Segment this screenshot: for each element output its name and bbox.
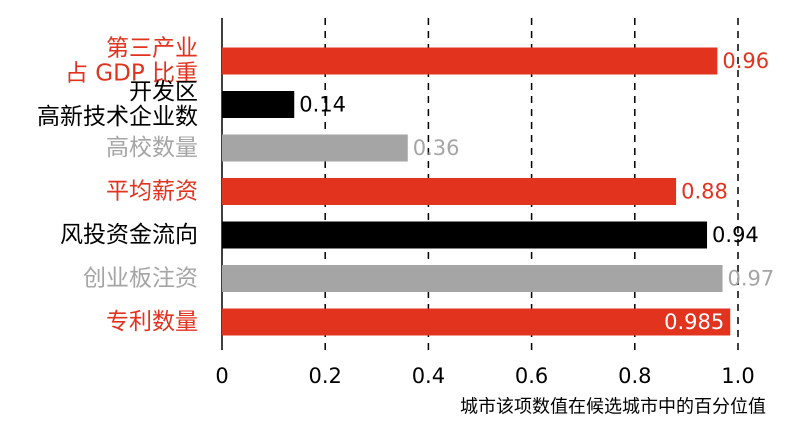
category-label: 占 GDP 比重 bbox=[65, 61, 198, 87]
category-label: 第三产业 bbox=[106, 36, 198, 62]
value-label: 0.96 bbox=[722, 49, 769, 73]
value-label: 0.94 bbox=[712, 223, 759, 247]
category-label: 高新技术企业数 bbox=[37, 104, 198, 130]
category-label: 创业板注资 bbox=[83, 266, 198, 292]
bar bbox=[222, 178, 677, 205]
value-label: 0.88 bbox=[681, 180, 728, 204]
category-label: 风投资金流向 bbox=[60, 222, 198, 248]
value-label: 0.97 bbox=[728, 267, 775, 291]
bar bbox=[222, 47, 718, 75]
category-label: 开发区 bbox=[129, 79, 198, 105]
value-label: 0.14 bbox=[299, 93, 346, 117]
bar bbox=[222, 134, 408, 162]
bar bbox=[222, 308, 731, 336]
x-tick-label: 0.6 bbox=[515, 364, 548, 388]
x-tick-label: 1.0 bbox=[721, 364, 754, 388]
bar bbox=[222, 265, 723, 292]
bar bbox=[222, 221, 708, 249]
category-label: 高校数量 bbox=[106, 135, 198, 161]
x-tick-label: 0 bbox=[215, 364, 228, 388]
x-tick-label: 0.2 bbox=[308, 364, 341, 388]
bar bbox=[222, 91, 295, 118]
category-label: 专利数量 bbox=[106, 309, 198, 335]
value-label: 0.36 bbox=[413, 136, 460, 160]
category-label: 平均薪资 bbox=[106, 179, 198, 205]
value-label: 0.985 bbox=[664, 310, 724, 334]
x-tick-label: 0.4 bbox=[412, 364, 445, 388]
x-tick-label: 0.8 bbox=[618, 364, 651, 388]
x-axis-title: 城市该项数值在候选城市中的百分位值 bbox=[460, 397, 766, 418]
